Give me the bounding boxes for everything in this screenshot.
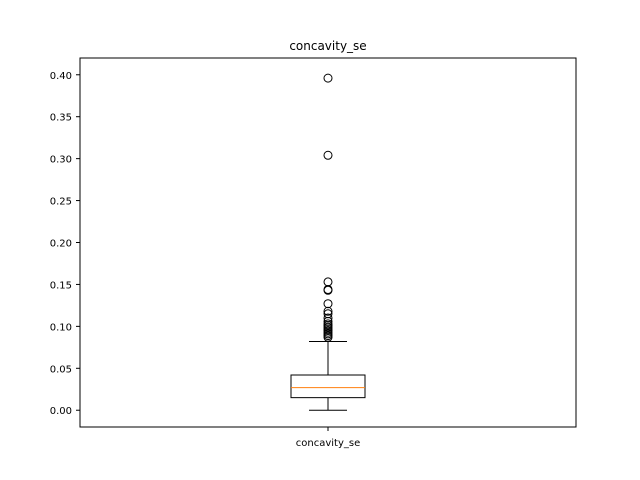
- y-tick-label: 0.25: [50, 197, 72, 208]
- y-tick-label: 0.40: [50, 71, 72, 82]
- x-tick-label: concavity_se: [296, 438, 360, 449]
- y-tick-label: 0.35: [50, 113, 72, 124]
- x-axis: concavity_se: [296, 427, 360, 449]
- y-tick-label: 0.10: [50, 322, 72, 333]
- outlier-point: [323, 277, 333, 287]
- y-tick-label: 0.20: [50, 239, 72, 250]
- chart-title: concavity_se: [289, 39, 366, 53]
- y-tick-label: 0.30: [50, 155, 72, 166]
- outlier-point: [323, 299, 333, 309]
- y-axis: 0.00 0.05 0.10 0.15 0.20 0.25 0.30 0.35 0.40: [50, 71, 80, 417]
- y-tick-label: 0.15: [50, 280, 72, 291]
- plot-area: [290, 73, 366, 411]
- outlier-point: [323, 285, 333, 295]
- iqr-box: [290, 374, 366, 399]
- outlier-point: [323, 332, 333, 342]
- y-tick-label: 0.05: [50, 364, 72, 375]
- outlier-point: [323, 73, 333, 83]
- outlier-point: [323, 306, 333, 316]
- outlier-point: [323, 150, 333, 160]
- y-tick-label: 0.00: [50, 406, 72, 417]
